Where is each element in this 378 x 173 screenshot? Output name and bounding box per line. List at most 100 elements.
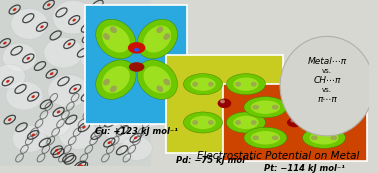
Ellipse shape	[57, 111, 60, 113]
Ellipse shape	[252, 135, 259, 140]
Ellipse shape	[156, 85, 163, 92]
Ellipse shape	[190, 116, 216, 129]
Ellipse shape	[96, 60, 136, 99]
Ellipse shape	[163, 79, 170, 85]
Ellipse shape	[108, 141, 111, 144]
Ellipse shape	[156, 26, 163, 33]
Ellipse shape	[251, 82, 257, 87]
Ellipse shape	[6, 81, 43, 110]
Ellipse shape	[73, 88, 77, 90]
Ellipse shape	[55, 149, 58, 152]
Ellipse shape	[330, 105, 337, 110]
Ellipse shape	[226, 112, 265, 133]
Ellipse shape	[311, 105, 318, 110]
Ellipse shape	[252, 105, 259, 110]
Ellipse shape	[244, 97, 287, 118]
Ellipse shape	[102, 66, 130, 93]
Ellipse shape	[53, 1, 94, 34]
Ellipse shape	[183, 74, 223, 95]
Ellipse shape	[13, 8, 16, 11]
Ellipse shape	[99, 44, 102, 47]
Bar	[0, 0, 151, 166]
Ellipse shape	[128, 101, 165, 128]
Ellipse shape	[82, 126, 86, 129]
Ellipse shape	[104, 115, 139, 144]
Ellipse shape	[26, 57, 30, 60]
Ellipse shape	[6, 80, 9, 83]
Ellipse shape	[44, 37, 83, 68]
Ellipse shape	[102, 25, 130, 53]
Ellipse shape	[144, 66, 171, 93]
Ellipse shape	[110, 85, 117, 92]
Ellipse shape	[244, 127, 287, 148]
Ellipse shape	[12, 125, 46, 152]
Ellipse shape	[48, 75, 89, 107]
Ellipse shape	[302, 97, 345, 118]
Ellipse shape	[233, 116, 259, 129]
Ellipse shape	[110, 26, 117, 33]
Ellipse shape	[226, 74, 265, 95]
Ellipse shape	[309, 101, 339, 114]
Text: Pt: −114 kJ mol⁻¹: Pt: −114 kJ mol⁻¹	[264, 164, 345, 173]
Bar	[85, 5, 187, 124]
Ellipse shape	[287, 118, 302, 127]
Ellipse shape	[50, 72, 54, 75]
Ellipse shape	[235, 120, 241, 125]
Ellipse shape	[251, 131, 280, 144]
Ellipse shape	[47, 3, 51, 6]
Ellipse shape	[190, 78, 216, 91]
Ellipse shape	[183, 112, 223, 133]
Ellipse shape	[57, 152, 60, 154]
Ellipse shape	[290, 119, 295, 122]
Ellipse shape	[208, 120, 214, 125]
Text: Cu: +123 kJ mol⁻¹: Cu: +123 kJ mol⁻¹	[95, 127, 178, 136]
Text: Electrostatic Potential on Metal: Electrostatic Potential on Metal	[197, 151, 359, 161]
Ellipse shape	[302, 127, 345, 148]
Ellipse shape	[78, 164, 82, 167]
Ellipse shape	[208, 82, 214, 87]
Ellipse shape	[220, 99, 225, 103]
Ellipse shape	[137, 19, 178, 59]
Ellipse shape	[192, 120, 198, 125]
Ellipse shape	[8, 118, 12, 121]
Ellipse shape	[330, 135, 337, 140]
Ellipse shape	[80, 44, 115, 71]
Ellipse shape	[272, 105, 279, 110]
Ellipse shape	[137, 29, 140, 32]
Ellipse shape	[0, 64, 25, 89]
Ellipse shape	[2, 43, 37, 72]
Ellipse shape	[11, 9, 48, 39]
Ellipse shape	[31, 95, 35, 98]
Ellipse shape	[218, 99, 231, 108]
Ellipse shape	[311, 135, 318, 140]
Ellipse shape	[272, 135, 279, 140]
Ellipse shape	[94, 67, 130, 96]
Ellipse shape	[251, 101, 280, 114]
Ellipse shape	[251, 120, 257, 125]
Ellipse shape	[235, 82, 241, 87]
Ellipse shape	[119, 6, 154, 33]
Ellipse shape	[129, 62, 144, 72]
Ellipse shape	[3, 42, 7, 44]
Ellipse shape	[123, 49, 127, 52]
Ellipse shape	[126, 98, 130, 101]
Ellipse shape	[280, 36, 374, 136]
Ellipse shape	[120, 118, 124, 121]
Ellipse shape	[103, 33, 110, 40]
Ellipse shape	[121, 136, 152, 160]
Ellipse shape	[192, 82, 198, 87]
Ellipse shape	[80, 165, 84, 168]
Text: vs.: vs.	[322, 87, 332, 93]
Text: π⋯π: π⋯π	[317, 95, 337, 104]
Ellipse shape	[110, 12, 113, 15]
Bar	[223, 84, 367, 161]
Text: Pd: −75 kJ mol⁻¹: Pd: −75 kJ mol⁻¹	[176, 156, 253, 165]
Ellipse shape	[59, 119, 98, 149]
Ellipse shape	[31, 134, 35, 136]
Text: CH⋯π: CH⋯π	[313, 76, 341, 85]
Ellipse shape	[309, 131, 339, 144]
Ellipse shape	[37, 112, 70, 137]
Ellipse shape	[122, 77, 125, 80]
Ellipse shape	[68, 43, 71, 45]
Ellipse shape	[137, 60, 178, 99]
